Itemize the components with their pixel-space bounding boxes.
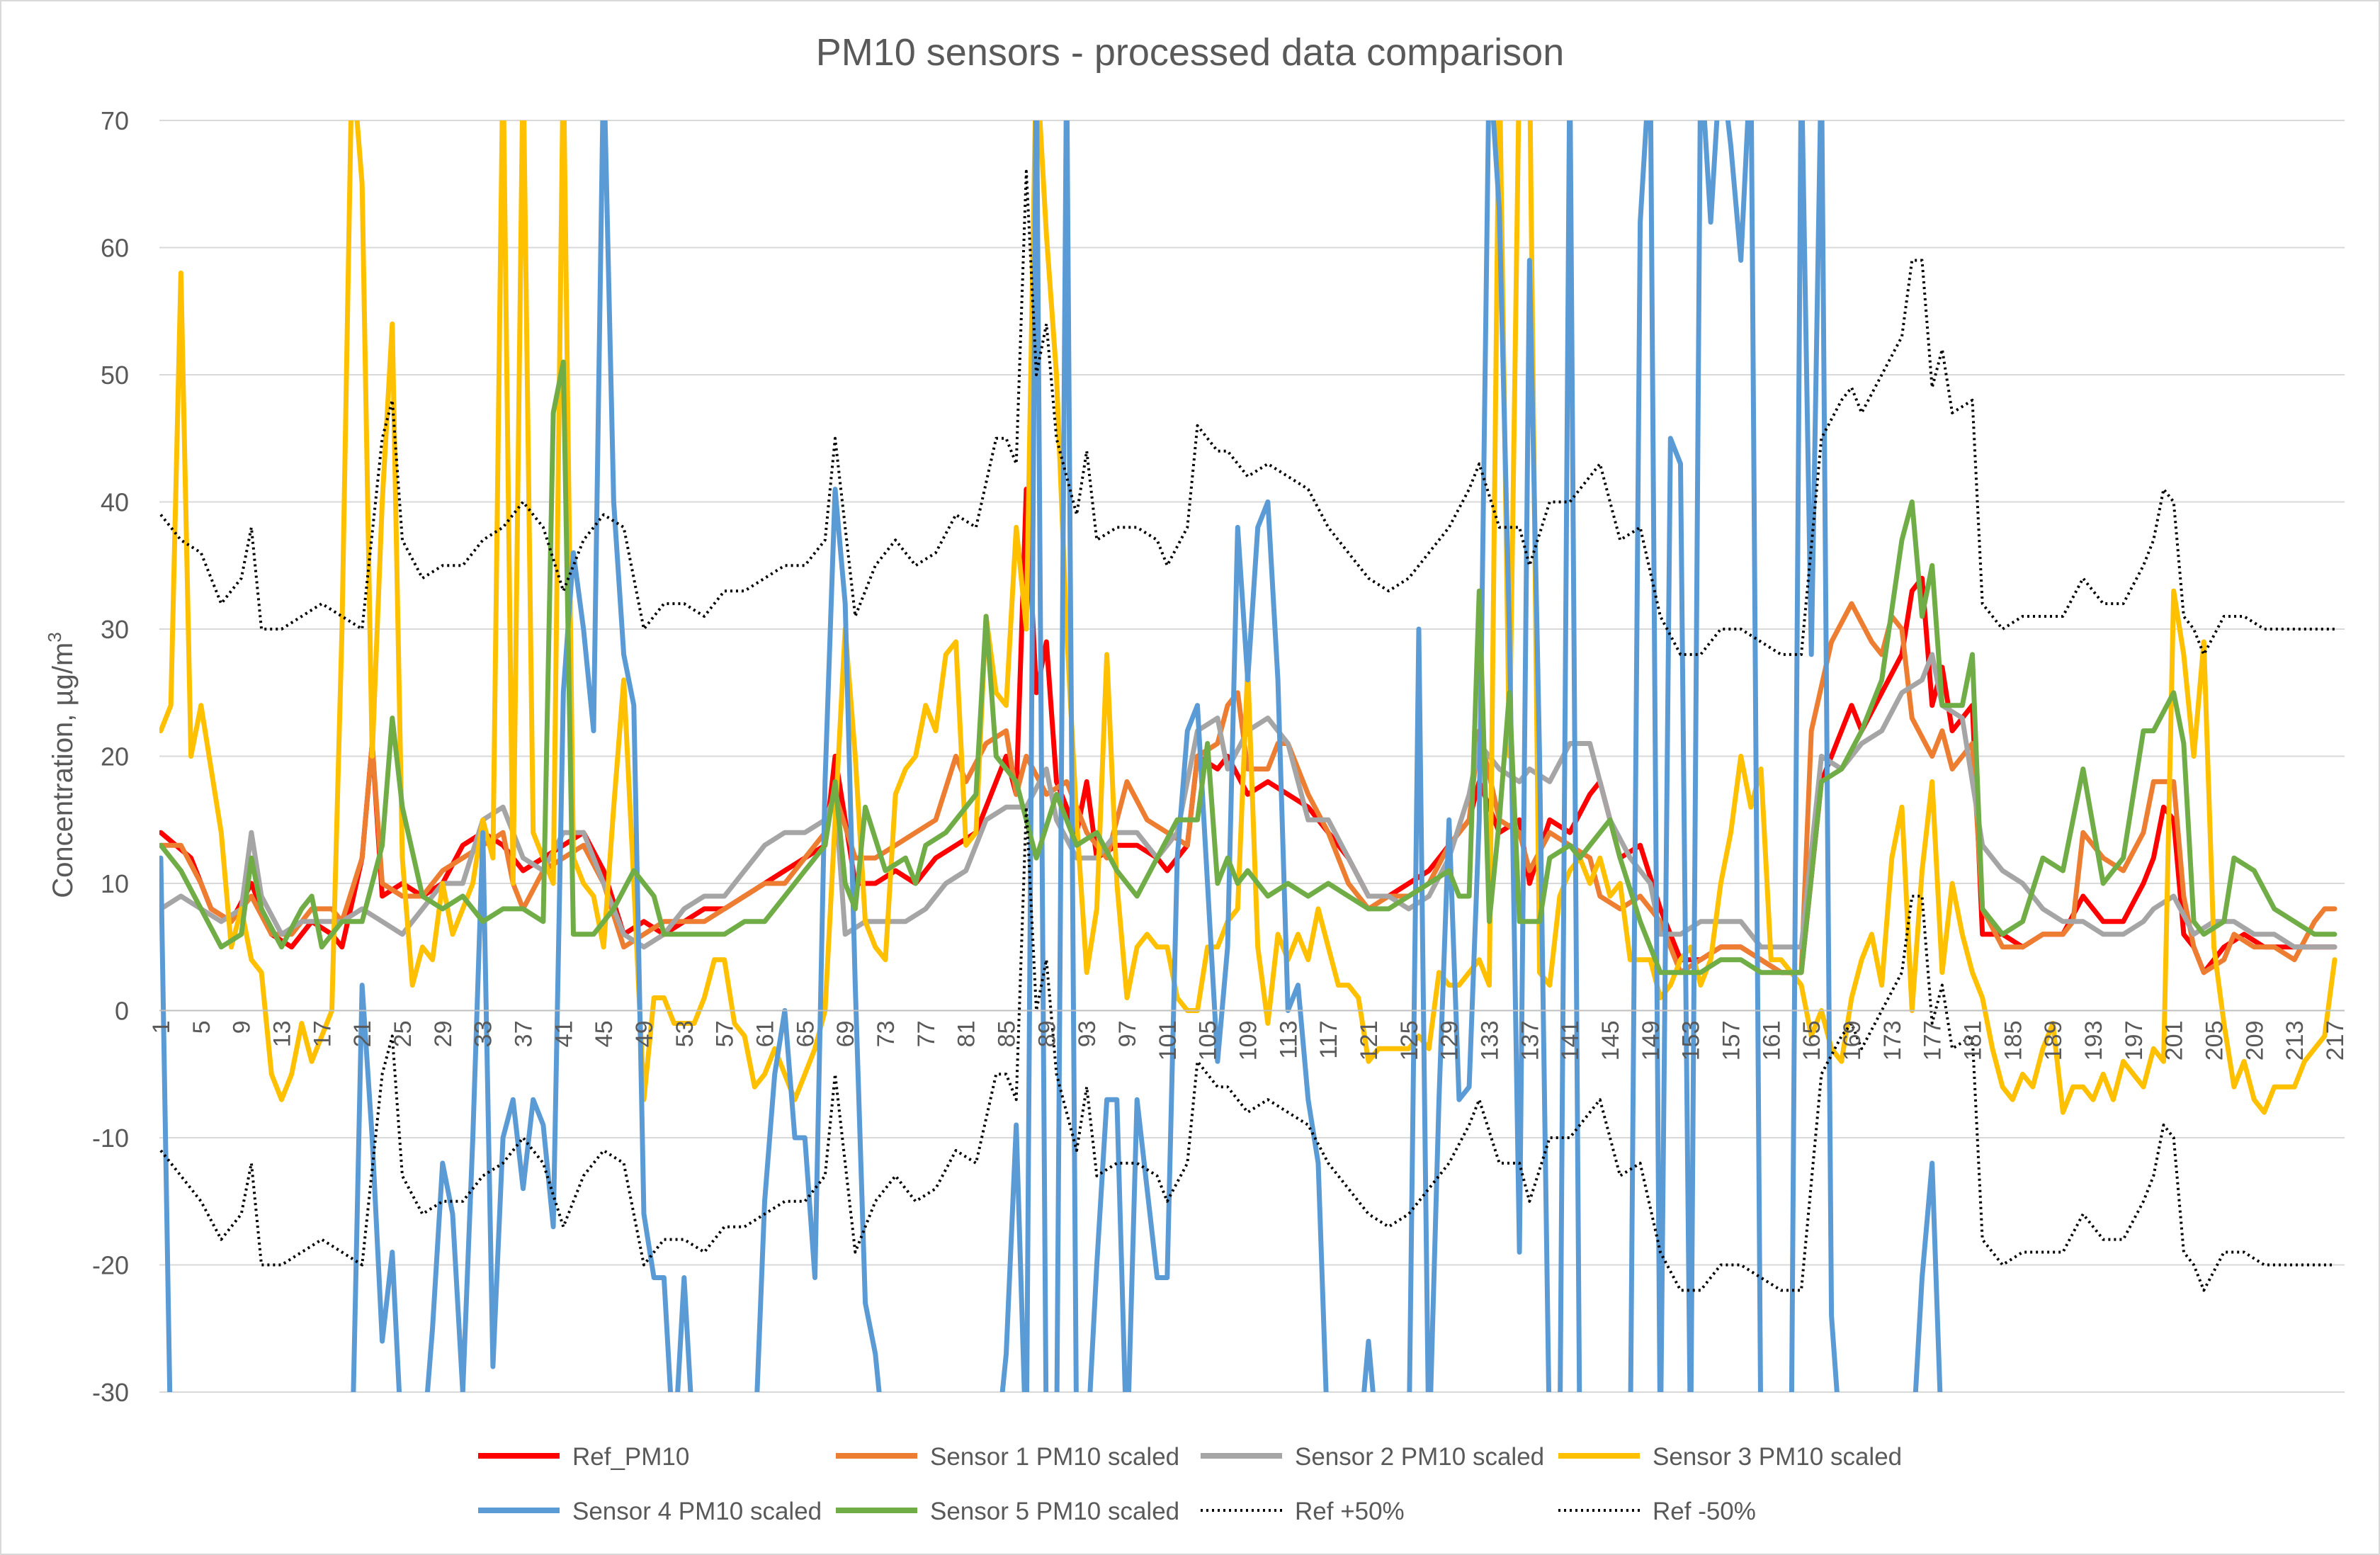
series-line-sensor-3-pm10-scaled — [159, 120, 2338, 1115]
x-tick-label: 45 — [591, 1021, 618, 1048]
legend-label: Sensor 5 PM10 scaled — [930, 1498, 1179, 1525]
y-tick-label: 70 — [101, 106, 129, 135]
series-line-sensor-4-pm10-scaled — [159, 120, 1943, 1392]
x-tick-label: 65 — [792, 1021, 819, 1048]
y-tick-label: 10 — [101, 869, 129, 898]
x-tick-label: 73 — [873, 1021, 900, 1048]
x-tick-label: 77 — [913, 1021, 940, 1048]
x-tick-label: 177 — [1920, 1021, 1946, 1061]
x-tick-label: 49 — [631, 1021, 658, 1048]
x-tick-label: 105 — [1195, 1021, 1222, 1061]
x-tick-label: 197 — [2121, 1021, 2148, 1061]
x-tick-label: 181 — [1960, 1021, 1987, 1061]
x-tick-label: 173 — [1879, 1021, 1906, 1061]
x-tick-label: 41 — [550, 1021, 577, 1048]
x-tick-label: 37 — [511, 1021, 538, 1048]
legend-label: Sensor 1 PM10 scaled — [930, 1443, 1179, 1471]
series-line-sensor-1-pm10-scaled — [159, 601, 2338, 976]
x-tick-label: 161 — [1758, 1021, 1785, 1061]
x-tick-label: 57 — [712, 1021, 739, 1048]
x-tick-label: 189 — [2040, 1021, 2067, 1061]
x-tick-label: 141 — [1557, 1021, 1584, 1061]
legend-label: Sensor 2 PM10 scaled — [1295, 1443, 1544, 1471]
x-tick-label: 85 — [994, 1021, 1021, 1048]
legend-label: Ref -50% — [1653, 1498, 1756, 1525]
y-tick-label: -20 — [92, 1251, 129, 1280]
y-axis-label-superscript: 3 — [44, 632, 65, 642]
x-tick-label: 121 — [1356, 1021, 1383, 1061]
x-tick-label: 157 — [1718, 1021, 1745, 1061]
y-tick-label: -30 — [92, 1378, 129, 1407]
y-tick-label: 30 — [101, 615, 129, 644]
x-tick-label: 97 — [1114, 1021, 1141, 1048]
x-tick-label: 81 — [953, 1021, 980, 1048]
series-line-sensor-5-pm10-scaled — [159, 359, 2338, 976]
x-tick-label: 89 — [1033, 1021, 1060, 1048]
x-tick-label: 165 — [1798, 1021, 1825, 1061]
y-tick-label: 0 — [115, 997, 129, 1026]
x-tick-label: 137 — [1517, 1021, 1543, 1061]
y-tick-labels: 70 60 50 40 30 20 10 0 -10 -20 -30 — [92, 106, 129, 1407]
legend-label: Sensor 3 PM10 scaled — [1653, 1443, 1902, 1471]
x-tick-label: 205 — [2202, 1021, 2228, 1061]
x-tick-label: 21 — [349, 1021, 376, 1048]
x-tick-label: 185 — [2000, 1021, 2027, 1061]
x-tick-label: 133 — [1477, 1021, 1504, 1061]
x-tick-label: 213 — [2282, 1021, 2308, 1061]
x-tick-label: 109 — [1235, 1021, 1262, 1061]
legend-label: Sensor 4 PM10 scaled — [572, 1498, 822, 1525]
x-tick-label: 217 — [2322, 1021, 2349, 1061]
legend-label: Ref +50% — [1295, 1498, 1405, 1525]
x-axis: 1 5 9 13 17 21 25 29 33 37 41 45 49 53 57 61 65 69 73 77 81 8… — [148, 1010, 2349, 1061]
y-tick-label: -10 — [92, 1124, 129, 1153]
x-tick-label: 149 — [1638, 1021, 1665, 1061]
legend-label: Ref_PM10 — [572, 1443, 689, 1471]
x-tick-label: 125 — [1396, 1021, 1423, 1061]
x-tick-label: 9 — [229, 1021, 256, 1034]
plot-area — [159, 120, 2338, 1392]
x-tick-label: 29 — [430, 1021, 457, 1048]
x-tick-label: 69 — [832, 1021, 859, 1048]
x-tick-label: 17 — [309, 1021, 336, 1048]
x-tick-label: 33 — [470, 1021, 497, 1048]
x-tick-label: 93 — [1074, 1021, 1101, 1048]
x-tick-label: 61 — [752, 1021, 779, 1048]
x-tick-label: 117 — [1315, 1021, 1342, 1059]
x-tick-label: 145 — [1597, 1021, 1624, 1061]
x-tick-label: 193 — [2080, 1021, 2107, 1061]
x-tick-label: 153 — [1678, 1021, 1705, 1061]
y-axis-label-text: Concentration, µg/m — [47, 643, 79, 898]
x-tick-label: 113 — [1275, 1021, 1302, 1059]
y-axis-label: Concentration, µg/m3 — [44, 632, 79, 898]
x-tick-label: 209 — [2241, 1021, 2268, 1061]
x-tick-label: 53 — [672, 1021, 698, 1048]
chart-title: PM10 sensors - processed data comparison — [816, 31, 1565, 74]
x-tick-label: 1 — [148, 1021, 175, 1034]
x-tick-label: 13 — [269, 1021, 296, 1048]
x-tick-label: 201 — [2161, 1021, 2188, 1061]
y-tick-label: 40 — [101, 488, 129, 517]
legend: Ref_PM10 Sensor 1 PM10 scaled Sensor 2 PM1… — [478, 1443, 1902, 1525]
x-tick-label: 25 — [390, 1021, 416, 1048]
series-line-ref-50 — [159, 169, 2335, 656]
x-tick-label: 169 — [1839, 1021, 1866, 1061]
y-tick-label: 60 — [101, 234, 129, 263]
x-tick-label: 129 — [1436, 1021, 1463, 1061]
y-tick-label: 20 — [101, 742, 129, 771]
x-tick-label: 5 — [188, 1021, 215, 1034]
y-tick-label: 50 — [101, 361, 129, 390]
x-tick-label: 101 — [1155, 1021, 1182, 1061]
